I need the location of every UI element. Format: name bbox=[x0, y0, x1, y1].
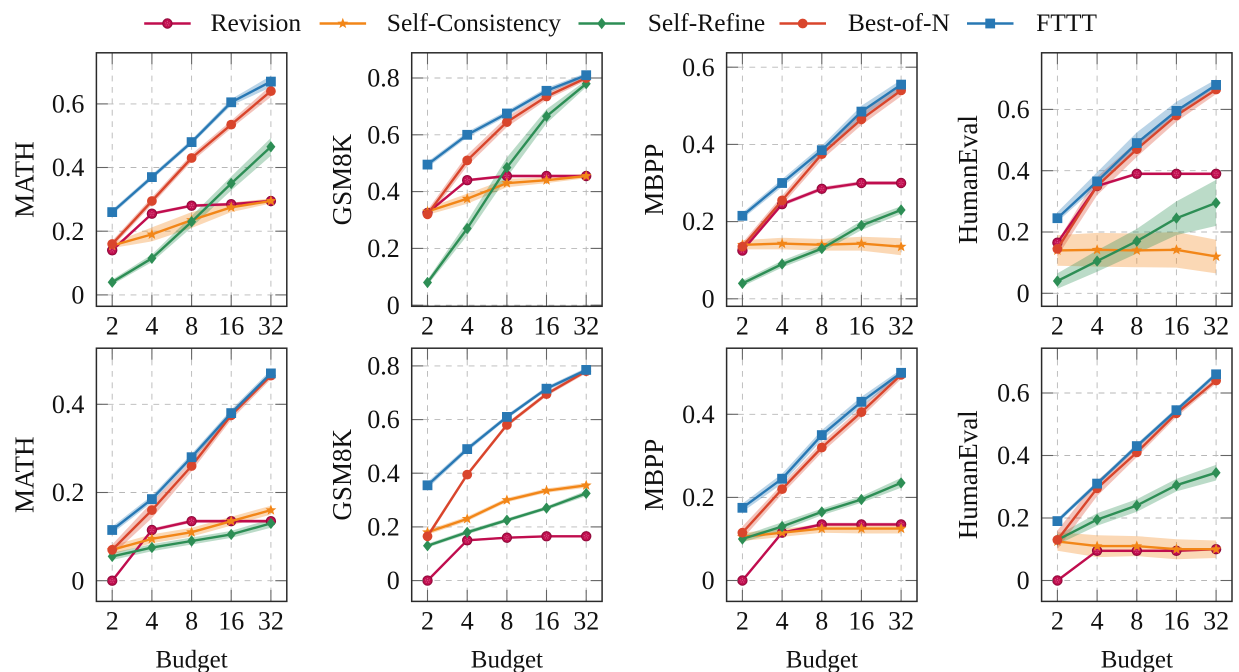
svg-text:0.2: 0.2 bbox=[52, 478, 85, 507]
svg-text:GSM8K: GSM8K bbox=[327, 133, 357, 225]
svg-text:Budget: Budget bbox=[786, 647, 858, 672]
svg-text:0.2: 0.2 bbox=[997, 504, 1030, 533]
svg-text:16: 16 bbox=[848, 312, 874, 341]
svg-text:0.4: 0.4 bbox=[682, 400, 715, 429]
svg-text:2: 2 bbox=[1051, 607, 1064, 636]
svg-text:8: 8 bbox=[815, 607, 828, 636]
svg-text:16: 16 bbox=[1163, 607, 1189, 636]
svg-text:32: 32 bbox=[573, 312, 599, 341]
svg-text:0.4: 0.4 bbox=[52, 390, 85, 419]
svg-text:Budget: Budget bbox=[155, 647, 227, 672]
svg-text:Self-Consistency: Self-Consistency bbox=[387, 8, 561, 37]
svg-text:Best-of-N: Best-of-N bbox=[848, 8, 950, 37]
svg-text:0.4: 0.4 bbox=[682, 130, 715, 159]
svg-text:MATH: MATH bbox=[9, 437, 39, 514]
svg-text:HumanEval: HumanEval bbox=[953, 115, 983, 244]
svg-text:2: 2 bbox=[736, 312, 749, 341]
svg-text:4: 4 bbox=[1091, 312, 1104, 341]
svg-text:4: 4 bbox=[461, 607, 474, 636]
svg-text:0: 0 bbox=[702, 566, 715, 595]
svg-text:0.6: 0.6 bbox=[997, 95, 1030, 124]
svg-text:2: 2 bbox=[106, 312, 119, 341]
svg-text:2: 2 bbox=[736, 607, 749, 636]
svg-text:8: 8 bbox=[500, 312, 513, 341]
svg-text:8: 8 bbox=[1130, 312, 1143, 341]
svg-text:16: 16 bbox=[218, 312, 244, 341]
svg-text:4: 4 bbox=[776, 312, 789, 341]
svg-text:GSM8K: GSM8K bbox=[327, 429, 357, 521]
svg-text:4: 4 bbox=[1091, 607, 1104, 636]
svg-text:2: 2 bbox=[421, 607, 434, 636]
svg-text:4: 4 bbox=[461, 312, 474, 341]
svg-text:32: 32 bbox=[258, 312, 284, 341]
svg-text:0.2: 0.2 bbox=[682, 207, 715, 236]
svg-text:0.6: 0.6 bbox=[52, 90, 85, 119]
svg-text:FTTT: FTTT bbox=[1036, 8, 1097, 37]
svg-text:32: 32 bbox=[1203, 312, 1229, 341]
svg-text:0.4: 0.4 bbox=[52, 153, 85, 182]
svg-text:0.2: 0.2 bbox=[682, 483, 715, 512]
svg-text:0.6: 0.6 bbox=[367, 120, 400, 149]
svg-text:0.2: 0.2 bbox=[367, 513, 400, 542]
svg-text:8: 8 bbox=[500, 607, 513, 636]
svg-text:0: 0 bbox=[1017, 566, 1030, 595]
svg-text:4: 4 bbox=[145, 312, 158, 341]
svg-text:2: 2 bbox=[1051, 312, 1064, 341]
svg-text:0.4: 0.4 bbox=[367, 459, 400, 488]
svg-text:4: 4 bbox=[776, 607, 789, 636]
svg-text:MBPP: MBPP bbox=[639, 439, 669, 511]
svg-text:8: 8 bbox=[185, 607, 198, 636]
svg-text:0: 0 bbox=[387, 566, 400, 595]
svg-text:32: 32 bbox=[258, 607, 284, 636]
svg-text:16: 16 bbox=[534, 312, 560, 341]
svg-text:0.4: 0.4 bbox=[997, 156, 1030, 185]
svg-text:HumanEval: HumanEval bbox=[953, 410, 983, 539]
svg-text:0.2: 0.2 bbox=[367, 234, 400, 263]
svg-text:0: 0 bbox=[387, 291, 400, 320]
svg-text:16: 16 bbox=[1163, 312, 1189, 341]
svg-text:16: 16 bbox=[848, 607, 874, 636]
svg-text:Revision: Revision bbox=[211, 8, 302, 37]
svg-text:2: 2 bbox=[421, 312, 434, 341]
svg-text:0.8: 0.8 bbox=[367, 64, 400, 93]
svg-text:16: 16 bbox=[218, 607, 244, 636]
svg-text:MATH: MATH bbox=[9, 141, 39, 218]
svg-text:Budget: Budget bbox=[1101, 647, 1173, 672]
svg-text:0.6: 0.6 bbox=[997, 379, 1030, 408]
svg-text:8: 8 bbox=[1130, 607, 1143, 636]
svg-text:0.2: 0.2 bbox=[997, 218, 1030, 247]
svg-text:32: 32 bbox=[888, 312, 914, 341]
svg-text:0.2: 0.2 bbox=[52, 217, 85, 246]
svg-text:0.6: 0.6 bbox=[682, 53, 715, 82]
svg-text:32: 32 bbox=[573, 607, 599, 636]
svg-text:MBPP: MBPP bbox=[639, 144, 669, 216]
svg-text:8: 8 bbox=[815, 312, 828, 341]
svg-text:Self-Refine: Self-Refine bbox=[648, 8, 766, 37]
svg-text:32: 32 bbox=[1203, 607, 1229, 636]
svg-text:32: 32 bbox=[888, 607, 914, 636]
svg-text:Budget: Budget bbox=[471, 647, 543, 672]
svg-text:0: 0 bbox=[71, 281, 84, 310]
svg-text:4: 4 bbox=[145, 607, 158, 636]
svg-text:8: 8 bbox=[185, 312, 198, 341]
svg-text:2: 2 bbox=[106, 607, 119, 636]
svg-text:16: 16 bbox=[534, 607, 560, 636]
svg-text:0: 0 bbox=[702, 284, 715, 313]
svg-text:0.4: 0.4 bbox=[367, 177, 400, 206]
svg-text:0.4: 0.4 bbox=[997, 441, 1030, 470]
svg-text:0: 0 bbox=[71, 566, 84, 595]
svg-text:0.8: 0.8 bbox=[367, 352, 400, 381]
svg-text:0: 0 bbox=[1017, 279, 1030, 308]
svg-text:0.6: 0.6 bbox=[367, 405, 400, 434]
